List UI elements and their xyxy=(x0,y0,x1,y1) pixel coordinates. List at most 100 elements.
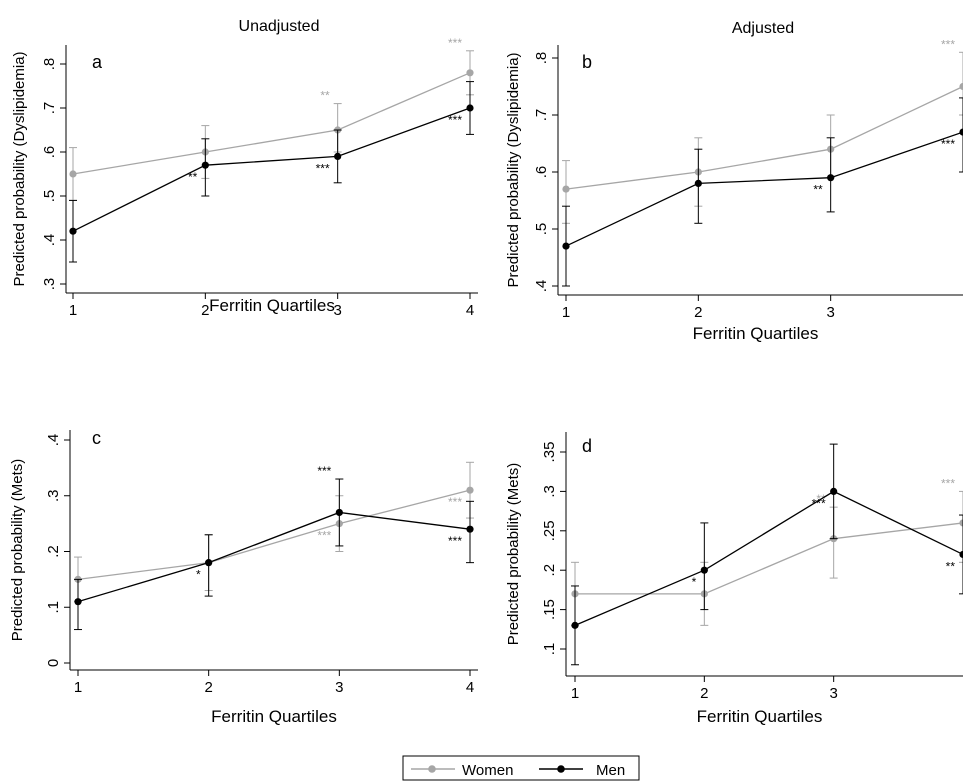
data-point-women-a-3 xyxy=(466,69,474,77)
data-point-men-a-3 xyxy=(466,104,474,112)
y-tick-label-a-2: .5 xyxy=(41,190,58,203)
x-tick-label-c-0: 1 xyxy=(74,679,82,696)
series-line-men-a xyxy=(72,107,471,232)
y-tick-label-d-5: .35 xyxy=(541,442,558,463)
significance-label-men-b-2: ** xyxy=(813,183,823,197)
y-tick-label-d-0: .1 xyxy=(541,643,558,656)
significance-label-men-b-3: *** xyxy=(941,137,955,151)
x-tick-label-d-2: 3 xyxy=(829,685,837,702)
data-point-women-d-3 xyxy=(959,519,963,527)
significance-label-women-c-3: *** xyxy=(448,495,462,509)
series-line-women-b xyxy=(565,85,963,190)
y-tick-label-c-2: .2 xyxy=(45,545,62,558)
column-title-adjusted: Adjusted xyxy=(732,20,794,37)
significance-label-men-a-2: *** xyxy=(316,161,330,175)
y-tick-label-c-0: 0 xyxy=(45,659,62,667)
y-tick-label-c-4: .4 xyxy=(45,434,62,447)
x-tick-label-c-3: 4 xyxy=(466,679,474,696)
y-tick-label-d-3: .25 xyxy=(541,520,558,541)
y-tick-label-b-0: .4 xyxy=(533,280,550,293)
significance-label-women-d-3: *** xyxy=(941,476,955,490)
significance-label-men-c-1: * xyxy=(196,568,201,582)
x-axis-title-a: Ferritin Quartiles xyxy=(209,296,335,315)
significance-label-men-d-1: * xyxy=(692,575,697,589)
legend-marker-women xyxy=(428,765,436,773)
panel-d: .1 .15 .2 .25 .3 .35 1 2 3 Ferritin Quartiles Pred… xyxy=(505,432,963,726)
x-tick-label-b-1: 2 xyxy=(694,304,702,321)
series-line-women-d xyxy=(575,522,963,595)
plot-area-d: *********** xyxy=(571,443,963,666)
significance-label-women-a-3: *** xyxy=(448,36,462,50)
legend-label-women: Women xyxy=(462,762,513,779)
x-tick-label-d-0: 1 xyxy=(571,685,579,702)
x-tick-label-a-2: 3 xyxy=(333,302,341,319)
x-tick-label-a-3: 4 xyxy=(466,302,474,319)
data-point-women-a-0 xyxy=(69,170,77,178)
legend-box xyxy=(402,755,640,781)
panel-letter-a: a xyxy=(92,52,103,72)
y-tick-label-a-4: .7 xyxy=(41,102,58,115)
data-point-men-b-3 xyxy=(959,128,963,136)
panel-letter-b: b xyxy=(582,52,592,72)
y-tick-label-a-1: .4 xyxy=(41,234,58,247)
data-point-women-b-3 xyxy=(959,82,963,91)
significance-label-women-a-2: ** xyxy=(320,89,330,103)
data-point-men-b-1 xyxy=(694,179,702,187)
chart-panels: .3 .4 .5 .6 .7 .8 1 2 3 4 Ferritin Quartiles Predic… xyxy=(9,36,963,726)
legend-marker-men xyxy=(557,765,565,773)
series-line-men-c xyxy=(77,511,471,603)
data-point-men-d-0 xyxy=(571,621,579,629)
x-tick-label-c-1: 2 xyxy=(204,679,212,696)
y-tick-label-b-2: .6 xyxy=(533,166,550,179)
plot-area-a: ************* xyxy=(69,36,474,263)
data-point-men-a-1 xyxy=(201,161,209,169)
x-axis-title-b: Ferritin Quartiles xyxy=(693,324,819,343)
y-tick-label-c-1: .1 xyxy=(45,601,62,614)
panel-c: 0 .1 .2 .3 .4 1 2 3 4 Ferritin Quartiles Predicted… xyxy=(9,428,478,726)
panel-letter-c: c xyxy=(92,428,101,448)
data-point-men-c-3 xyxy=(466,525,474,533)
y-tick-label-b-3: .7 xyxy=(533,109,550,122)
data-point-men-d-2 xyxy=(830,487,838,495)
significance-label-men-a-3: *** xyxy=(448,113,462,127)
series-line-men-d xyxy=(574,490,963,626)
legend-label-men: Men xyxy=(596,762,625,779)
y-tick-label-d-4: .3 xyxy=(541,485,558,498)
data-point-men-a-2 xyxy=(334,152,342,160)
y-axis-title-b: Predicted probability (Dyslipidemia) xyxy=(505,52,522,287)
y-tick-label-a-5: .8 xyxy=(41,58,58,71)
series-line-men-b xyxy=(565,131,963,247)
data-point-men-c-1 xyxy=(205,559,213,567)
series-line-women-a xyxy=(72,72,471,175)
legend-item-men: Men xyxy=(539,762,625,779)
x-tick-label-b-0: 1 xyxy=(562,304,570,321)
plot-area-b: ******** xyxy=(562,37,963,287)
significance-label-men-c-3: *** xyxy=(448,534,462,548)
significance-label-men-d-3: ** xyxy=(946,559,956,573)
x-tick-label-c-2: 3 xyxy=(335,679,343,696)
data-point-men-d-3 xyxy=(959,550,963,559)
y-tick-label-d-2: .2 xyxy=(541,564,558,577)
x-axis-title-d: Ferritin Quartiles xyxy=(697,707,823,726)
panel-a: .3 .4 .5 .6 .7 .8 1 2 3 4 Ferritin Quartiles Predic… xyxy=(11,36,478,319)
y-tick-label-b-1: .5 xyxy=(533,223,550,236)
legend-item-women: Women xyxy=(411,762,513,779)
series-line-women-c xyxy=(77,489,471,581)
significance-label-men-c-2: *** xyxy=(317,464,331,478)
data-point-women-b-0 xyxy=(562,185,570,193)
x-tick-label-a-0: 1 xyxy=(69,302,77,319)
y-axis-title-a: Predicted probability (Dyslipidemia) xyxy=(11,51,28,286)
y-tick-label-a-3: .6 xyxy=(41,146,58,159)
significance-label-women-b-3: *** xyxy=(941,37,955,51)
data-point-men-c-2 xyxy=(335,508,343,517)
y-axis-title-d: Predicted probability (Mets) xyxy=(505,463,522,646)
panel-b: .4 .5 .6 .7 .8 1 2 3 Ferritin Quartiles Predicted… xyxy=(505,37,963,343)
y-tick-label-d-1: .15 xyxy=(541,599,558,620)
data-point-women-c-3 xyxy=(466,486,474,494)
column-title-unadjusted: Unadjusted xyxy=(239,18,320,35)
x-tick-label-d-1: 2 xyxy=(700,685,708,702)
significance-label-women-c-2: *** xyxy=(317,529,331,543)
panel-letter-d: d xyxy=(582,436,592,456)
data-point-men-d-1 xyxy=(700,566,708,574)
